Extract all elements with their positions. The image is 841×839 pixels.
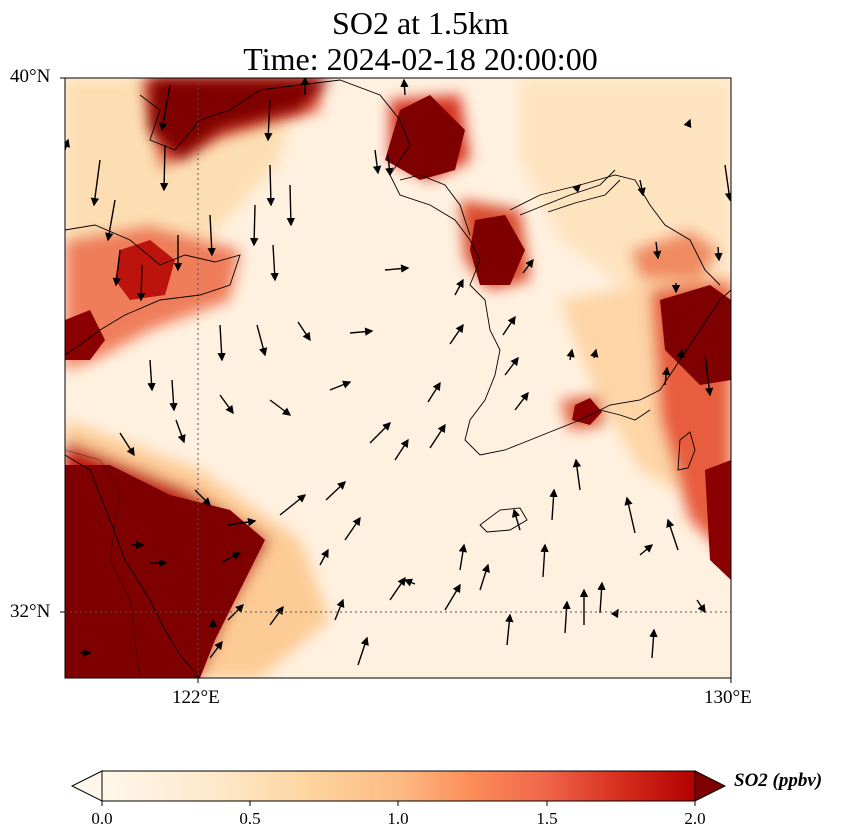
- so2-concentration-field: [65, 78, 731, 678]
- wind-arrow: [511, 508, 521, 531]
- gridlines: [65, 78, 731, 678]
- wind-arrow: [325, 481, 347, 501]
- wind-arrow: [676, 348, 685, 361]
- wind-arrow: [105, 199, 116, 242]
- wind-arrow: [394, 438, 409, 461]
- wind-arrow: [219, 394, 234, 415]
- wind-arrow: [704, 354, 714, 397]
- wind-arrow: [566, 348, 575, 361]
- wind-arrow: [286, 184, 296, 227]
- wind-arrow: [256, 324, 268, 357]
- wind-arrow: [319, 548, 329, 566]
- wind-arrow: [270, 244, 279, 282]
- wind-arrow: [504, 356, 519, 376]
- wind-arrow: [590, 348, 599, 359]
- wind-arrow: [159, 84, 171, 132]
- map-title: SO2 at 1.5km: [332, 5, 509, 41]
- wind-arrow: [334, 598, 345, 621]
- wind-arrow: [372, 149, 382, 175]
- colorbar: [70, 770, 727, 806]
- wind-arrow: [384, 264, 410, 273]
- wind-arrow: [522, 258, 534, 274]
- wind-arrow: [400, 78, 409, 96]
- colorbar-tick-0: 0.0: [91, 809, 113, 828]
- map-subtitle-time: Time: 2024-02-18 20:00:00: [243, 41, 598, 77]
- wind-arrow: [724, 164, 731, 202]
- wind-arrow: [444, 583, 461, 611]
- colorbar-tick-4: 2.0: [684, 809, 706, 828]
- wind-arrow: [269, 605, 284, 626]
- wind-arrow: [514, 391, 529, 411]
- wind-arrow: [279, 494, 307, 516]
- wind-arrow: [427, 381, 441, 403]
- wind-arrow: [266, 164, 276, 207]
- wind-arrow: [458, 543, 468, 571]
- wind-arrow: [209, 640, 223, 659]
- wind-arrow: [479, 563, 490, 591]
- colorbar-extend-high: [694, 770, 727, 802]
- wind-arrow: [540, 543, 549, 578]
- colorbar-tick-1: 0.5: [239, 809, 261, 828]
- wind-arrow: [666, 518, 679, 551]
- wind-arrow: [269, 399, 292, 416]
- wind-arrow: [683, 118, 692, 129]
- wind-arrow: [159, 144, 169, 192]
- lon-tick-130e: 130°E: [704, 687, 752, 708]
- wind-arrow: [572, 184, 581, 193]
- wind-arrow: [349, 327, 374, 336]
- wind-arrow: [264, 99, 273, 142]
- wind-arrow: [357, 636, 369, 666]
- colorbar-gradient: [102, 771, 695, 801]
- wind-arrow: [505, 613, 514, 646]
- wind-arrow: [369, 422, 391, 444]
- wind-arrow: [137, 264, 146, 302]
- colorbar-extend-low: [70, 770, 103, 802]
- wind-arrow: [297, 321, 311, 342]
- wind-arrow: [227, 517, 257, 527]
- wind-arrow: [502, 315, 516, 336]
- wind-arrow: [429, 423, 446, 449]
- wind-arrow: [112, 249, 121, 287]
- wind-arrow: [714, 246, 723, 262]
- wind-arrow: [90, 159, 101, 207]
- wind-arrow: [207, 214, 216, 257]
- wind-arrow: [217, 324, 226, 362]
- wind-arrow: [449, 323, 464, 345]
- wind-arrow: [403, 578, 416, 587]
- lon-tick-122e: 122°E: [172, 687, 220, 708]
- wind-arrow: [572, 458, 582, 491]
- wind-arrow: [119, 432, 135, 457]
- wind-arrow: [624, 496, 636, 534]
- wind-arrow: [662, 366, 671, 386]
- wind-arrow: [597, 581, 606, 614]
- wind-arrow: [696, 599, 706, 614]
- wind-arrow: [329, 380, 352, 391]
- wind-arrow: [221, 552, 242, 563]
- map-frame: [64, 77, 732, 679]
- colorbar-tick-3: 1.5: [536, 809, 558, 828]
- wind-arrow: [649, 628, 658, 659]
- colorbar-tick-2: 1.0: [387, 809, 409, 828]
- wind-arrow: [637, 179, 646, 197]
- wind-arrow: [389, 576, 406, 601]
- wind-arrow: [147, 359, 156, 392]
- wind-arrow: [175, 419, 186, 444]
- wind-arrow: [344, 516, 361, 541]
- wind-arrow: [562, 600, 571, 634]
- wind-arrow: [549, 488, 558, 521]
- wind-arrow: [169, 379, 178, 412]
- wind-arrow: [639, 544, 654, 556]
- wind-arrow: [454, 278, 464, 296]
- lat-tick-32n: 32°N: [10, 601, 51, 622]
- wind-vectors: [65, 78, 731, 666]
- wind-arrow: [249, 204, 259, 247]
- colorbar-label: SO2 (ppbv): [734, 770, 823, 791]
- wind-arrow: [652, 241, 662, 260]
- wind-arrow: [194, 489, 211, 506]
- wind-arrow: [385, 154, 394, 177]
- lat-tick-40n: 40°N: [10, 66, 51, 87]
